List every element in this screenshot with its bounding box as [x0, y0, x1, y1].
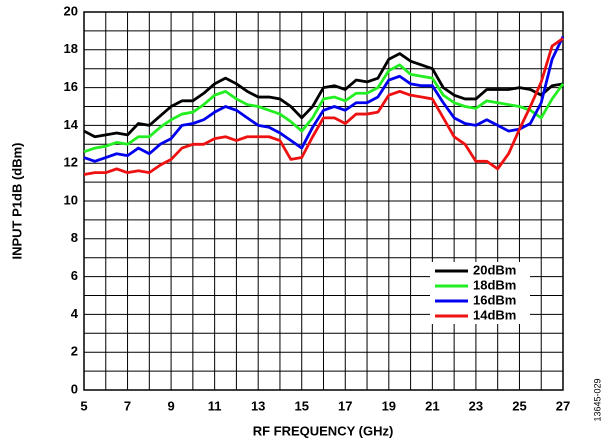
x-tick-label: 25	[512, 398, 526, 413]
series-line	[83, 35, 565, 163]
x-tick-label: 9	[167, 398, 174, 413]
y-axis-label: INPUT P1dB (dBm)	[9, 143, 24, 260]
x-tick-label: 27	[556, 398, 570, 413]
x-tick-label: 7	[124, 398, 131, 413]
x-axis-label: RF FREQUENCY (GHz)	[253, 423, 394, 438]
x-tick-label: 21	[425, 398, 439, 413]
legend-label: 18dBm	[473, 277, 516, 292]
y-tick-label: 20	[64, 3, 78, 18]
legend-label: 14dBm	[473, 307, 516, 322]
y-tick-label: 0	[71, 381, 78, 396]
legend-label: 20dBm	[473, 262, 516, 277]
y-tick-label: 14	[64, 117, 79, 132]
y-tick-label: 8	[71, 230, 78, 245]
legend-label: 16dBm	[473, 292, 516, 307]
y-tick-label: 2	[71, 344, 78, 359]
series-line	[83, 63, 565, 154]
series-line	[83, 52, 564, 139]
x-tick-label: 15	[294, 398, 308, 413]
figure-id: 13645-029	[592, 378, 602, 421]
x-tick-label: 5	[80, 398, 87, 413]
x-tick-label: 19	[382, 398, 396, 413]
y-tick-label: 16	[64, 79, 78, 94]
x-tick-label: 13	[251, 398, 265, 413]
series-line	[83, 37, 564, 176]
x-tick-label: 17	[338, 398, 352, 413]
x-tick-label: 23	[469, 398, 483, 413]
x-tick-label: 11	[208, 398, 222, 413]
y-tick-label: 10	[64, 192, 78, 207]
y-tick-label: 6	[71, 268, 78, 283]
y-tick-label: 4	[71, 306, 79, 321]
y-tick-label: 18	[64, 41, 78, 56]
y-tick-label: 12	[64, 155, 78, 170]
plot-frame	[83, 11, 564, 391]
